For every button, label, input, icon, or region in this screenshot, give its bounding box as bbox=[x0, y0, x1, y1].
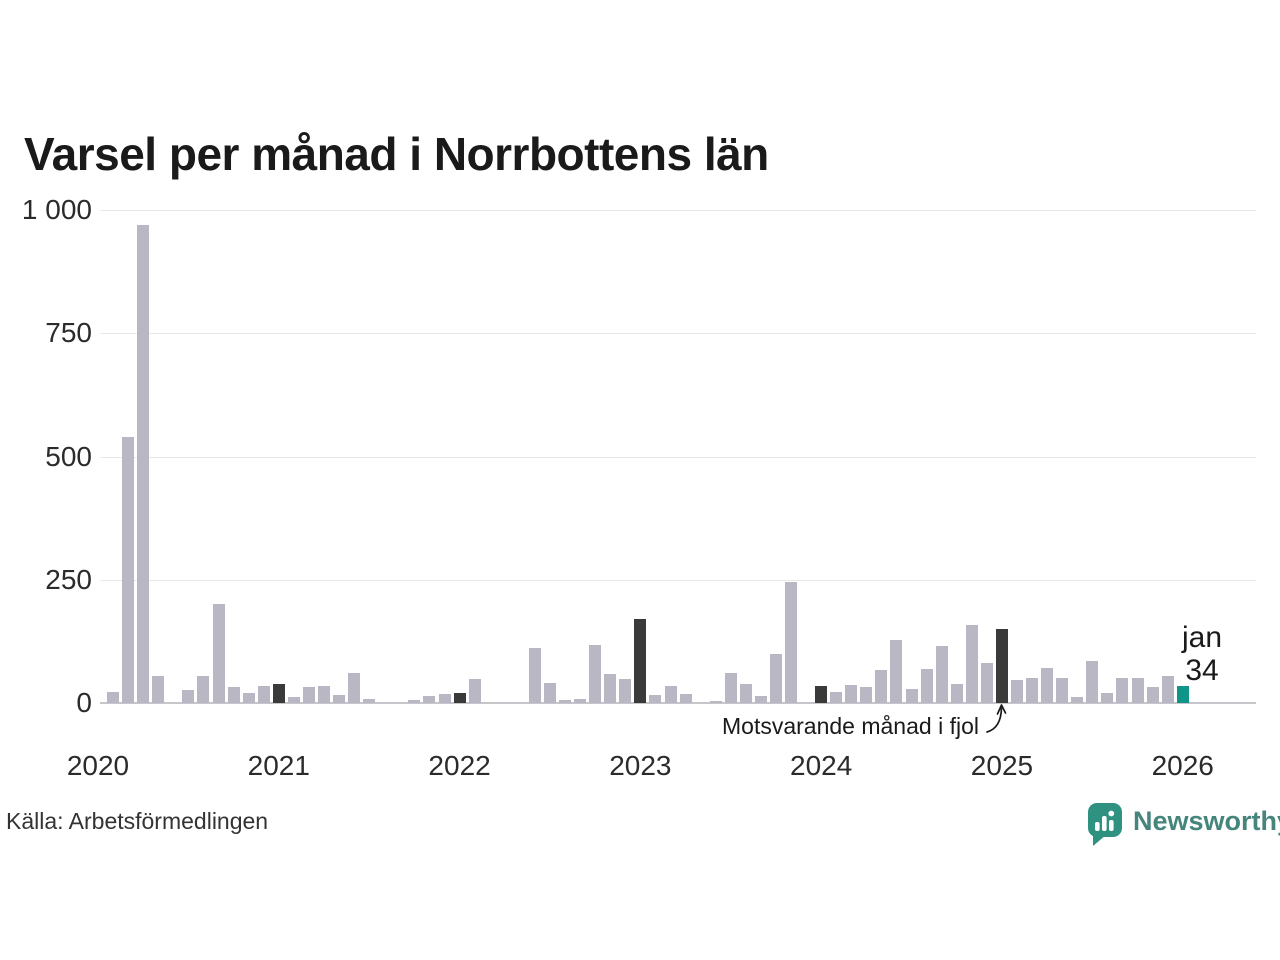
x-axis-label: 2026 bbox=[1151, 750, 1214, 781]
bar bbox=[363, 699, 376, 703]
y-axis-label: 1 000 bbox=[21, 194, 92, 225]
bar bbox=[287, 697, 300, 703]
bar bbox=[559, 699, 572, 703]
bar bbox=[1071, 697, 1084, 703]
x-axis-label: 2023 bbox=[609, 750, 672, 781]
bar bbox=[845, 684, 858, 703]
bar-current bbox=[1176, 686, 1189, 703]
x-axis-label: 2022 bbox=[428, 750, 491, 781]
x-axis-label: 2020 bbox=[66, 750, 130, 781]
current-value: 34 bbox=[1185, 654, 1219, 687]
bar bbox=[679, 694, 692, 703]
newsworthy-logo-text: Newsworthy bbox=[1133, 806, 1280, 836]
x-axis-label: 2021 bbox=[247, 750, 310, 781]
bar bbox=[875, 669, 888, 703]
source-text: Källa: Arbetsförmedlingen bbox=[6, 808, 269, 834]
bar bbox=[1086, 661, 1099, 703]
bar bbox=[302, 686, 315, 703]
bar bbox=[122, 436, 135, 703]
gridline bbox=[100, 456, 1256, 458]
newsworthy-logo: Newsworthy bbox=[1085, 801, 1280, 847]
bar bbox=[890, 639, 903, 703]
bar bbox=[543, 682, 556, 703]
bar bbox=[242, 693, 255, 703]
bar bbox=[408, 699, 421, 703]
annotation-arrow-icon bbox=[986, 704, 1007, 733]
bar bbox=[739, 683, 752, 703]
bar bbox=[1161, 675, 1174, 703]
newsworthy-logo-icon bbox=[1088, 803, 1122, 846]
bar bbox=[574, 698, 587, 703]
bar bbox=[1116, 677, 1129, 703]
bar bbox=[257, 685, 270, 703]
bar bbox=[785, 582, 798, 703]
y-axis-label: 0 bbox=[76, 687, 92, 718]
bar bbox=[468, 679, 481, 703]
bar bbox=[348, 673, 361, 703]
bar bbox=[830, 692, 843, 703]
bar bbox=[754, 696, 767, 703]
bar bbox=[980, 663, 993, 703]
bar bbox=[152, 675, 165, 703]
bar bbox=[1056, 677, 1069, 703]
bar bbox=[769, 653, 782, 703]
bar-highlight bbox=[995, 629, 1008, 703]
bar bbox=[317, 685, 330, 703]
bar-highlight bbox=[272, 683, 285, 703]
bar bbox=[212, 604, 225, 703]
bar bbox=[333, 695, 346, 703]
bar bbox=[528, 647, 541, 703]
bar bbox=[137, 224, 150, 703]
bar bbox=[438, 694, 451, 703]
bar bbox=[1026, 677, 1039, 703]
bar bbox=[935, 645, 948, 703]
current-month-label: jan bbox=[1181, 621, 1223, 654]
y-axis-label: 750 bbox=[45, 317, 92, 349]
gridline bbox=[100, 210, 1256, 211]
bar bbox=[604, 673, 617, 703]
x-axis-label: 2025 bbox=[970, 750, 1034, 781]
chart-title: Varsel per månad i Norrbottens län bbox=[24, 128, 769, 180]
bar bbox=[1011, 679, 1024, 703]
annotation-label: Motsvarande månad i fjol bbox=[722, 713, 979, 739]
bar bbox=[107, 692, 120, 703]
y-axis-label: 250 bbox=[45, 563, 92, 595]
bar bbox=[423, 696, 436, 703]
gridline bbox=[100, 333, 1256, 335]
x-axis-line bbox=[100, 702, 1256, 704]
bar bbox=[649, 695, 662, 703]
bar bbox=[965, 625, 978, 703]
bar-highlight bbox=[815, 685, 828, 703]
bar bbox=[709, 700, 722, 703]
bar bbox=[664, 685, 677, 703]
bar bbox=[1101, 693, 1114, 703]
bar bbox=[1146, 686, 1159, 703]
current-value-label: jan 34 bbox=[1176, 621, 1228, 687]
bar-highlight bbox=[453, 692, 466, 703]
bar bbox=[1041, 667, 1054, 703]
bar bbox=[589, 644, 602, 703]
bar bbox=[905, 689, 918, 703]
bar bbox=[227, 686, 240, 703]
x-axis-label: 2024 bbox=[790, 750, 853, 781]
y-axis-label: 500 bbox=[45, 440, 92, 472]
bar bbox=[182, 690, 195, 703]
bar bbox=[197, 675, 210, 703]
bar bbox=[920, 668, 933, 703]
bar bbox=[860, 686, 873, 703]
gridline bbox=[100, 579, 1256, 581]
bar bbox=[619, 679, 632, 703]
bar bbox=[1131, 677, 1144, 703]
bar-highlight bbox=[634, 619, 647, 703]
bar bbox=[724, 672, 737, 703]
bar bbox=[950, 683, 963, 703]
